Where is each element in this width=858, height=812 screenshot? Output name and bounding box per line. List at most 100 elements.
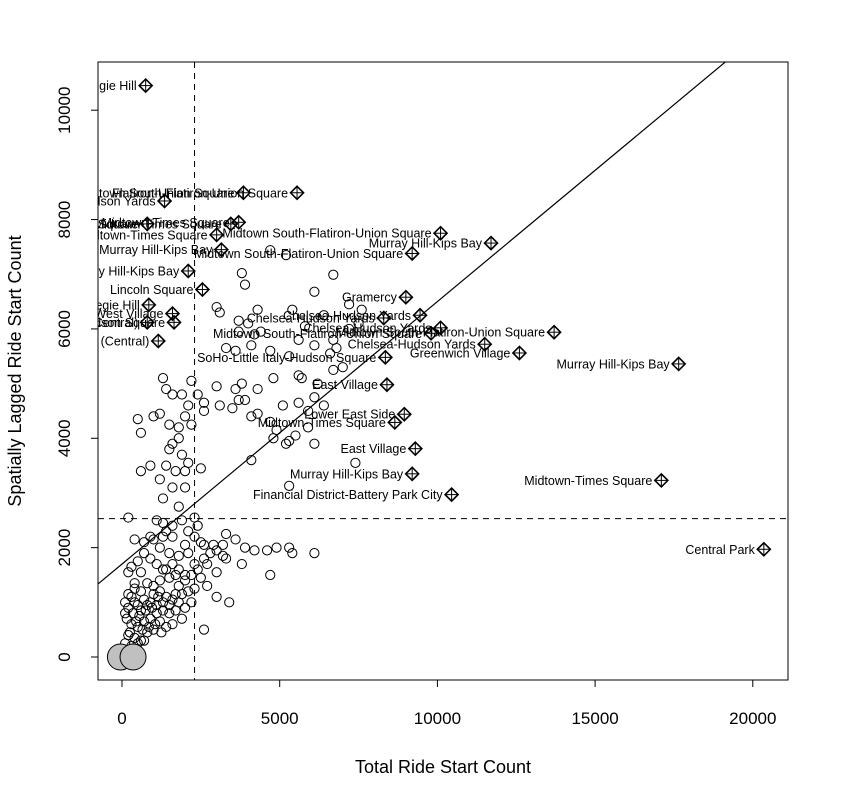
data-point (217, 550, 229, 561)
data-point (217, 539, 229, 551)
data-point (131, 616, 142, 627)
data-point (211, 381, 222, 392)
data-point (157, 517, 169, 529)
point-label: SoHo-Little Italy-Hudson Square (197, 351, 376, 365)
data-point (268, 433, 279, 444)
data-point (176, 389, 188, 400)
influential-point (141, 297, 157, 313)
data-point (150, 619, 161, 630)
data-point (261, 545, 273, 556)
data-point (192, 564, 203, 575)
data-point (189, 558, 200, 570)
point-label: Carnegie Hill (68, 298, 140, 312)
data-point (309, 548, 320, 559)
data-point (318, 400, 329, 411)
data-point (145, 460, 156, 471)
data-point (183, 586, 194, 597)
x-tick-label: 15000 (571, 709, 618, 728)
influential-point (180, 263, 196, 279)
data-point (265, 569, 276, 581)
large-point (119, 643, 147, 671)
data-point (236, 558, 247, 570)
data-point (202, 558, 213, 570)
y-tick-label: 4000 (55, 419, 74, 457)
data-point (140, 605, 151, 616)
point-label: East Village (341, 442, 407, 456)
data-point (164, 444, 175, 455)
data-point (173, 564, 184, 575)
data-point (124, 627, 135, 638)
data-point (293, 370, 304, 381)
point-label: Murray Hill-Kips Bay (66, 264, 180, 278)
data-point (249, 545, 260, 556)
data-point (167, 619, 178, 630)
data-point (120, 608, 131, 619)
data-point (176, 515, 188, 526)
data-point (246, 411, 257, 422)
data-point (126, 561, 137, 572)
y-tick-label: 8000 (55, 201, 74, 239)
influential-point (432, 225, 449, 241)
influential-point (208, 227, 225, 243)
point-label: SoHo-Little Italy-Hudson Square (0, 316, 165, 330)
data-point (284, 542, 295, 553)
data-point (343, 323, 355, 335)
influential-point (213, 242, 229, 258)
x-tick-label: 0 (117, 709, 126, 728)
data-point (179, 575, 191, 586)
data-point (205, 548, 216, 559)
data-point (129, 583, 140, 594)
data-point (142, 578, 153, 589)
data-point (173, 550, 184, 561)
data-point (309, 438, 320, 449)
data-point (299, 321, 311, 332)
data-point (233, 394, 244, 406)
data-point (148, 411, 159, 422)
data-point (214, 400, 225, 411)
point-label: Midtown-Times Square (94, 217, 222, 231)
influential-point (150, 333, 166, 349)
data-point (189, 583, 200, 594)
data-point (157, 531, 169, 542)
point-label: Lincoln Square (110, 283, 193, 297)
x-tick-label: 5000 (261, 709, 299, 728)
influential-point (139, 314, 155, 330)
point-label: Chelsea-Hudson Yards (247, 311, 375, 325)
data-point (183, 457, 194, 468)
data-point (302, 405, 314, 417)
influential-point (511, 345, 528, 361)
point-label: Chelsea-Hudson Yards (348, 338, 476, 352)
point-label: Lower East Side (304, 408, 395, 422)
data-point (176, 449, 188, 460)
x-axis-label: Total Ride Start Count (355, 757, 531, 777)
data-point (192, 389, 203, 400)
data-point (309, 392, 320, 403)
influential-point (377, 349, 393, 365)
data-point (356, 304, 367, 315)
point-label: Midtown-Times Square (258, 416, 386, 430)
data-point (220, 528, 232, 540)
data-point (167, 558, 178, 570)
data-point (148, 589, 159, 600)
data-point (157, 564, 169, 575)
data-point (121, 613, 132, 624)
data-point (239, 542, 251, 553)
data-point (211, 545, 222, 556)
data-point (176, 589, 188, 600)
point-label: Chelsea-Hudson Yards (303, 321, 431, 335)
data-point (173, 422, 184, 433)
data-point (183, 400, 194, 411)
influential-point (653, 472, 669, 489)
data-point (123, 512, 134, 523)
data-point (265, 416, 276, 427)
influential-point (404, 245, 420, 262)
y-tick-label: 10000 (55, 87, 74, 134)
data-point (236, 378, 247, 389)
data-point (123, 589, 134, 600)
point-label: Murray Hill-Kips Bay (290, 467, 404, 481)
data-point (284, 480, 295, 491)
data-point (157, 373, 169, 384)
data-point (164, 599, 175, 611)
data-point (312, 378, 323, 389)
point-label: Murray Hill-Kips Bay (556, 357, 670, 371)
